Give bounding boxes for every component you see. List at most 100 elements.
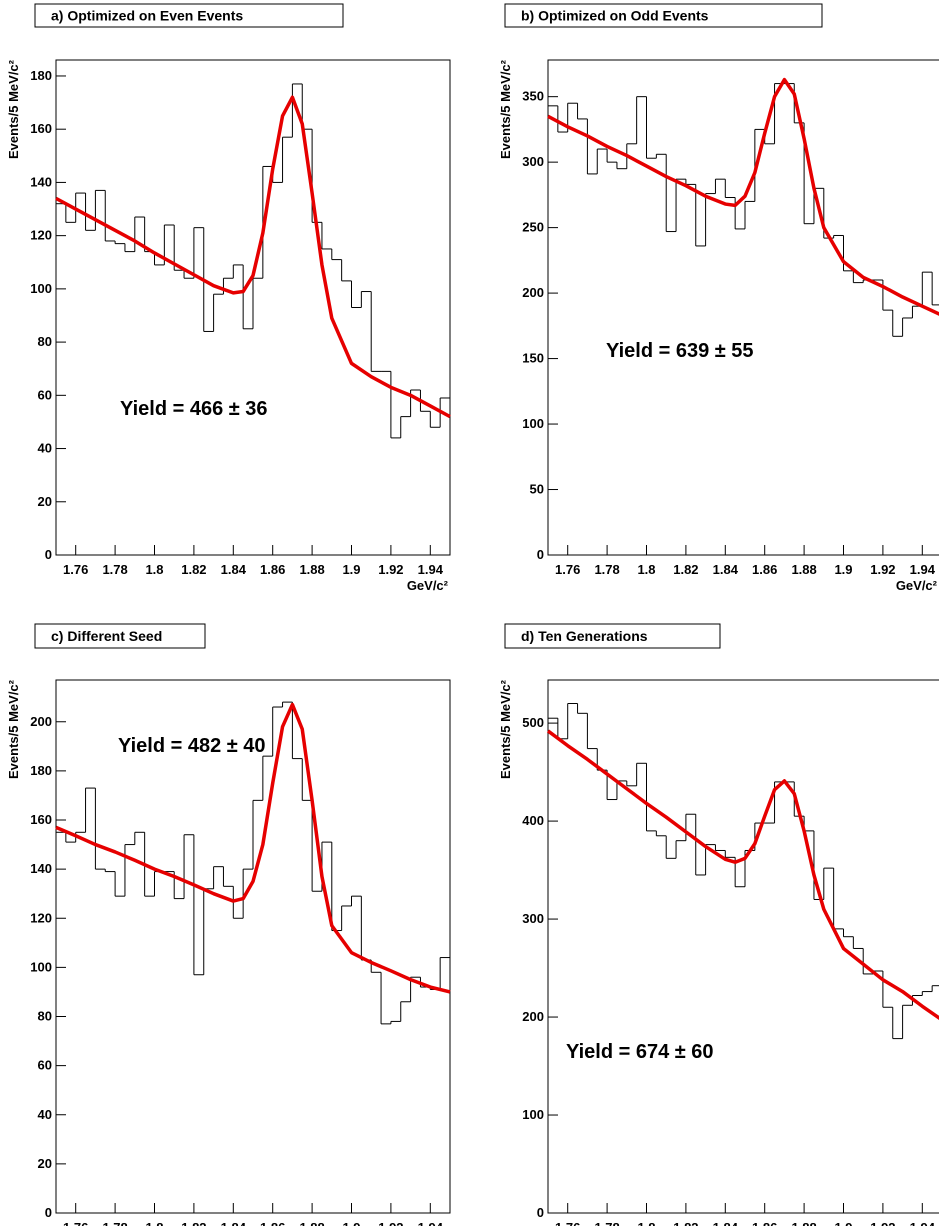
x-tick-label: 1.9	[342, 562, 360, 577]
y-tick-label: 0	[45, 1205, 52, 1220]
y-tick-label: 300	[522, 911, 544, 926]
y-tick-label: 80	[38, 334, 52, 349]
y-tick-label: 80	[38, 1009, 52, 1024]
y-tick-label: 250	[522, 220, 544, 235]
y-axis-label: Events/5 MeV/c²	[498, 679, 513, 779]
y-tick-label: 140	[30, 861, 52, 876]
y-tick-label: 20	[38, 1156, 52, 1171]
x-tick-label: 1.92	[378, 562, 403, 577]
x-tick-label: 1.78	[102, 1220, 127, 1226]
y-tick-label: 200	[522, 285, 544, 300]
x-tick-label: 1.94	[418, 562, 444, 577]
panel: b) Optimized on Odd Events 0 50 100 150 200 25…	[498, 3, 939, 593]
x-tick-label: 1.78	[102, 562, 127, 577]
x-tick-label: 1.86	[752, 562, 777, 577]
y-tick-label: 180	[30, 763, 52, 778]
y-tick-label: 0	[537, 547, 544, 562]
yield-annotation: Yield = 482 ± 40	[118, 735, 266, 757]
y-tick-label: 100	[30, 281, 52, 296]
y-tick-label: 100	[522, 1107, 544, 1122]
fit-curve	[55, 95, 451, 419]
x-tick-label: 1.82	[673, 562, 698, 577]
y-tick-label: 160	[30, 121, 52, 136]
plot-frame	[547, 679, 939, 1214]
panel-title: c) Different Seed	[51, 628, 162, 644]
y-axis-label: Events/5 MeV/c²	[498, 59, 513, 159]
panel-title: a) Optimized on Even Events	[51, 8, 243, 24]
y-tick-label: 40	[38, 1107, 52, 1122]
x-tick-label: 1.78	[594, 562, 619, 577]
x-tick-label: 1.8	[637, 562, 655, 577]
y-tick-label: 120	[30, 910, 52, 925]
x-tick-label: 1.84	[713, 562, 739, 577]
x-tick-label: 1.9	[834, 562, 852, 577]
x-tick-label: 1.92	[378, 1220, 403, 1226]
x-tick-label: 1.8	[145, 562, 163, 577]
y-tick-label: 60	[38, 387, 52, 402]
x-tick-label: 1.86	[260, 1220, 285, 1226]
y-tick-label: 50	[530, 482, 544, 497]
title-box	[504, 623, 721, 649]
y-tick-label: 40	[38, 441, 52, 456]
panel-title: b) Optimized on Odd Events	[521, 8, 709, 24]
y-tick-label: 160	[30, 812, 52, 827]
x-tick-label: 1.82	[673, 1220, 698, 1226]
y-tick-label: 120	[30, 228, 52, 243]
yield-annotation: Yield = 639 ± 55	[606, 340, 754, 362]
x-tick-label: 1.82	[181, 1220, 206, 1226]
x-tick-label: 1.94	[910, 1220, 936, 1226]
y-tick-label: 140	[30, 174, 52, 189]
y-tick-label: 300	[522, 154, 544, 169]
y-tick-label: 200	[30, 714, 52, 729]
panel: c) Different Seed 0 20 40 60 80 100 120 140 160 18…	[6, 623, 451, 1226]
fit-curve	[55, 702, 451, 994]
panel: a) Optimized on Even Events 0 20 40 60 80 100 1…	[6, 3, 451, 593]
x-tick-label: 1.88	[791, 1220, 816, 1226]
x-tick-label: 1.92	[870, 562, 895, 577]
y-axis-label: Events/5 MeV/c²	[6, 679, 21, 779]
x-tick-label: 1.76	[63, 1220, 88, 1226]
y-tick-label: 200	[522, 1009, 544, 1024]
x-tick-label: 1.88	[791, 562, 816, 577]
x-tick-label: 1.8	[637, 1220, 655, 1226]
x-tick-label: 1.78	[594, 1220, 619, 1226]
y-axis-label: Events/5 MeV/c²	[6, 59, 21, 159]
fit-curve	[546, 729, 939, 1021]
x-tick-label: 1.84	[221, 1220, 247, 1226]
x-tick-label: 1.8	[145, 1220, 163, 1226]
x-tick-label: 1.76	[555, 562, 580, 577]
x-tick-label: 1.9	[834, 1220, 852, 1226]
x-axis-label: GeV/c²	[407, 578, 449, 593]
x-tick-label: 1.86	[260, 562, 285, 577]
plot-frame	[55, 679, 451, 1214]
x-tick-label: 1.9	[342, 1220, 360, 1226]
y-tick-label: 100	[30, 959, 52, 974]
yield-annotation: Yield = 466 ± 36	[120, 398, 268, 420]
y-tick-label: 500	[522, 715, 544, 730]
y-tick-label: 180	[30, 68, 52, 83]
x-tick-label: 1.94	[910, 562, 936, 577]
plot-frame	[547, 59, 939, 556]
y-tick-label: 60	[38, 1058, 52, 1073]
x-axis-label: GeV/c²	[896, 578, 938, 593]
title-box	[34, 623, 206, 649]
y-tick-label: 20	[38, 494, 52, 509]
panel-title: d) Ten Generations	[521, 628, 648, 644]
x-tick-label: 1.76	[555, 1220, 580, 1226]
y-tick-label: 0	[537, 1205, 544, 1220]
x-tick-label: 1.82	[181, 562, 206, 577]
y-tick-label: 400	[522, 813, 544, 828]
x-tick-label: 1.76	[63, 562, 88, 577]
y-tick-label: 100	[522, 416, 544, 431]
yield-annotation: Yield = 674 ± 60	[566, 1041, 714, 1063]
title-box	[34, 3, 344, 28]
y-tick-label: 150	[522, 351, 544, 366]
x-tick-label: 1.88	[299, 562, 324, 577]
title-box	[504, 3, 823, 28]
x-tick-label: 1.88	[299, 1220, 324, 1226]
x-tick-label: 1.94	[418, 1220, 444, 1226]
x-tick-label: 1.92	[870, 1220, 895, 1226]
fit-curve	[547, 77, 939, 316]
panel: d) Ten Generations 0 100 200 300 400 500 1.76 1.…	[498, 623, 939, 1226]
